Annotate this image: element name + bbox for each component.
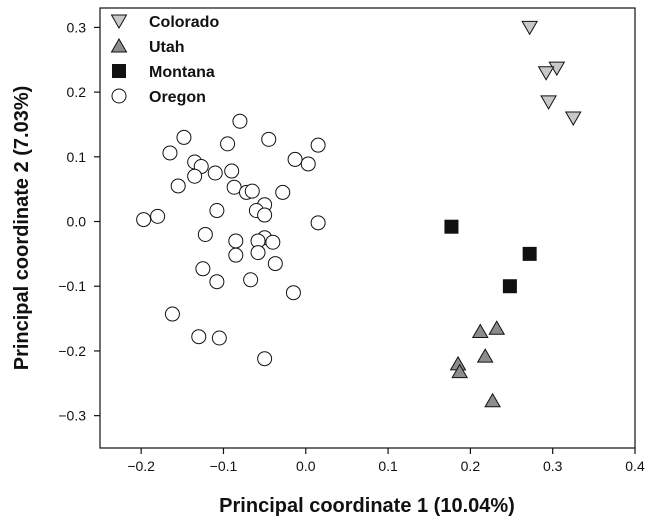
oregon-point (257, 351, 273, 367)
oregon-point (220, 136, 236, 152)
montana-point (502, 279, 517, 294)
utah-point (471, 323, 489, 339)
oregon-point (207, 165, 223, 181)
oregon-point (261, 131, 277, 147)
y-tick-label: 0.2 (67, 84, 87, 100)
oregon-point (176, 129, 192, 145)
oregon-point (136, 212, 152, 228)
oregon-point (243, 272, 259, 288)
colorado-legend-label: Colorado (149, 14, 219, 31)
montana-point (522, 246, 537, 261)
y-tick-label: 0.3 (67, 19, 87, 35)
oregon-point (310, 215, 326, 231)
x-tick-label: −0.1 (210, 458, 238, 474)
oregon-point (310, 137, 326, 153)
oregon-point (228, 247, 244, 263)
y-axis-title: Principal coordinate 2 (7.03%) (11, 86, 33, 371)
oregon-point (195, 261, 211, 277)
utah-point (476, 348, 494, 363)
oregon-point (244, 183, 260, 199)
y-axis-ticks: −0.3 −0.2 −0.1 0.0 0.1 0.2 0.3 (58, 19, 100, 424)
plot-frame (99, 7, 636, 449)
utah-point (488, 320, 506, 335)
y-tick-label: 0.0 (67, 214, 87, 230)
oregon-point (150, 208, 166, 224)
x-tick-label: 0.0 (296, 458, 316, 474)
colorado-point (537, 66, 555, 81)
colorado-point (564, 111, 582, 127)
oregon-point (257, 207, 273, 223)
utah-legend-marker (110, 37, 128, 53)
x-axis-title: Principal coordinate 1 (10.04%) (219, 495, 515, 517)
colorado-legend-marker (110, 14, 128, 30)
data-points (136, 20, 582, 408)
utah-point (484, 392, 501, 408)
y-tick-label: −0.1 (58, 278, 86, 294)
colorado-point (540, 95, 557, 110)
x-tick-label: 0.3 (543, 458, 563, 474)
oregon-point (275, 184, 291, 200)
oregon-point (162, 145, 178, 161)
y-tick-label: −0.3 (58, 408, 86, 424)
oregon-point (197, 226, 213, 242)
oregon-point (209, 203, 225, 219)
oregon-point (211, 330, 227, 346)
oregon-point (170, 178, 186, 194)
oregon-point (285, 285, 301, 301)
oregon-point (232, 113, 248, 129)
y-tick-label: 0.1 (67, 149, 87, 165)
oregon-point (224, 163, 240, 179)
oregon-legend-marker (111, 88, 127, 104)
x-tick-label: 0.1 (378, 458, 398, 474)
utah-legend-label: Utah (149, 39, 185, 56)
oregon-point (187, 168, 203, 184)
y-tick-label: −0.2 (58, 343, 86, 359)
oregon-point (209, 274, 225, 290)
montana-legend-marker (112, 64, 126, 78)
colorado-point (548, 61, 566, 77)
oregon-point (300, 156, 316, 172)
colorado-point (521, 20, 539, 36)
oregon-point (287, 151, 303, 167)
x-tick-label: −0.2 (127, 458, 155, 474)
oregon-point (250, 245, 266, 261)
legend: Colorado Utah Montana Oregon (110, 14, 219, 106)
oregon-point (267, 256, 283, 272)
oregon-point (228, 233, 244, 249)
x-tick-label: 0.2 (461, 458, 481, 474)
utah-point (451, 363, 469, 379)
montana-point (444, 219, 459, 234)
oregon-point (191, 329, 207, 345)
oregon-point (164, 306, 180, 322)
oregon-point (265, 234, 281, 250)
montana-legend-label: Montana (149, 64, 215, 81)
x-axis-ticks: −0.2 −0.1 0.0 0.1 0.2 0.3 0.4 (127, 448, 645, 474)
oregon-legend-label: Oregon (149, 89, 206, 106)
x-tick-label: 0.4 (625, 458, 645, 474)
